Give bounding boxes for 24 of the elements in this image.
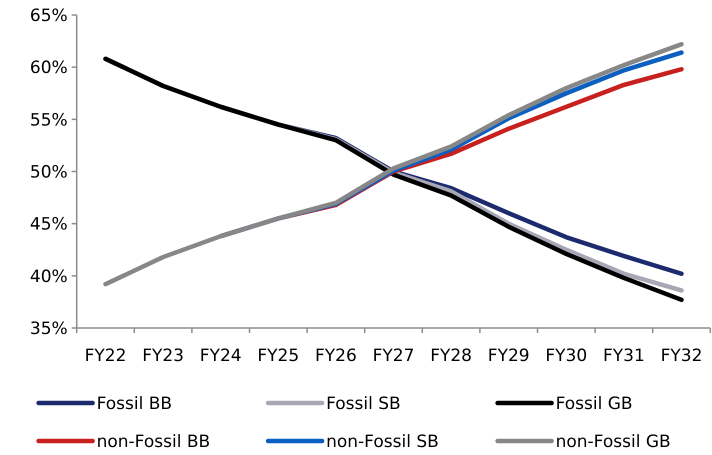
legend-label: Fossil GB	[556, 394, 633, 414]
y-tick-label: 45%	[30, 214, 68, 235]
y-tick-label: 35%	[30, 318, 68, 339]
legend-label: Fossil BB	[96, 394, 172, 414]
x-tick-label: FY27	[372, 346, 414, 366]
y-tick-label: 40%	[30, 266, 68, 287]
legend-label: non-Fossil BB	[96, 432, 210, 452]
x-tick-label: FY32	[660, 346, 702, 366]
y-tick-label: 65%	[30, 6, 68, 26]
y-tick-label: 60%	[30, 58, 68, 78]
y-tick-label: 55%	[30, 110, 68, 130]
x-tick-label: FY29	[488, 346, 530, 366]
x-tick-label: FY31	[603, 346, 645, 366]
x-tick-label: FY26	[315, 346, 357, 366]
x-tick-label: FY30	[545, 346, 588, 366]
y-tick-label: 50%	[30, 162, 68, 182]
x-tick-label: FY24	[200, 346, 242, 366]
x-tick-label: FY23	[142, 346, 184, 366]
x-tick-label: FY25	[257, 346, 300, 366]
legend-label: non-Fossil SB	[326, 432, 439, 452]
legend-label: Fossil SB	[326, 394, 401, 414]
legend-label: non-Fossil GB	[556, 432, 671, 452]
x-tick-label: FY22	[84, 346, 126, 366]
x-tick-label: FY28	[430, 346, 472, 366]
